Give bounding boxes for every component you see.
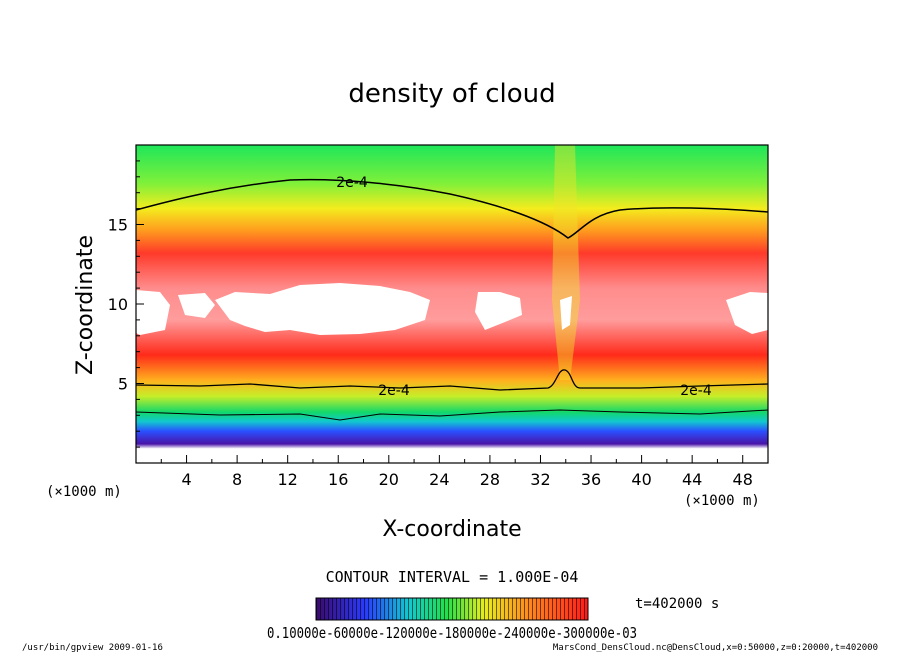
y-axis-ticks: 5 10 15 <box>108 160 144 448</box>
y-tick-label: 5 <box>118 375 128 394</box>
x-tick-label: 44 <box>682 470 702 489</box>
x-tick-label: 8 <box>232 470 242 489</box>
x-tick-label: 32 <box>530 470 550 489</box>
y-unit-label: (×1000 m) <box>46 484 122 500</box>
contour-label-lower-left: 2e-4 <box>378 383 410 399</box>
void-patch <box>560 296 572 330</box>
x-axis-ticks: 4 8 12 16 20 24 28 32 36 40 44 48 <box>160 455 753 489</box>
chart-title: density of cloud <box>348 79 555 109</box>
contour-line-lower <box>136 369 768 391</box>
contour-interval-label: CONTOUR INTERVAL = 1.000E-04 <box>326 568 579 586</box>
colorbar-frame <box>315 597 589 621</box>
x-unit-label: (×1000 m) <box>684 493 760 509</box>
x-tick-label: 28 <box>480 470 500 489</box>
contour-label-upper: 2e-4 <box>336 175 368 191</box>
x-tick-label: 12 <box>278 470 298 489</box>
x-tick-label: 40 <box>631 470 651 489</box>
x-tick-label: 48 <box>733 470 753 489</box>
void-patch <box>136 290 170 335</box>
x-axis-title: X-coordinate <box>382 517 521 542</box>
footer-left: /usr/bin/gpview 2009-01-16 <box>22 643 163 653</box>
time-label: t=402000 s <box>635 596 719 612</box>
x-tick-label: 24 <box>429 470 449 489</box>
y-axis-title: Z-coordinate <box>73 235 98 375</box>
void-patch <box>726 292 768 334</box>
x-tick-label: 4 <box>181 470 191 489</box>
contour-line-base <box>136 409 768 421</box>
colorbar-labels: 0.10000e-60000e-120000e-180000e-240000e-… <box>267 624 637 642</box>
y-tick-label: 10 <box>108 295 128 314</box>
plot-area <box>136 145 768 463</box>
x-tick-label: 16 <box>328 470 348 489</box>
contour-label-lower-right: 2e-4 <box>680 383 712 399</box>
x-tick-label: 36 <box>581 470 601 489</box>
void-patch <box>475 292 522 330</box>
x-tick-label: 20 <box>379 470 399 489</box>
colorbar <box>315 597 589 621</box>
void-patch <box>215 283 430 335</box>
colorbar-stripes <box>316 598 588 620</box>
y-tick-label: 15 <box>108 216 128 235</box>
void-patch <box>178 293 215 318</box>
updraft-region <box>552 145 580 380</box>
contour-line-upper <box>136 178 768 239</box>
contour-labels: 2e-4 2e-4 2e-4 <box>336 175 712 399</box>
footer-right: MarsCond_DensCloud.nc@DensCloud,x=0:5000… <box>553 643 878 653</box>
